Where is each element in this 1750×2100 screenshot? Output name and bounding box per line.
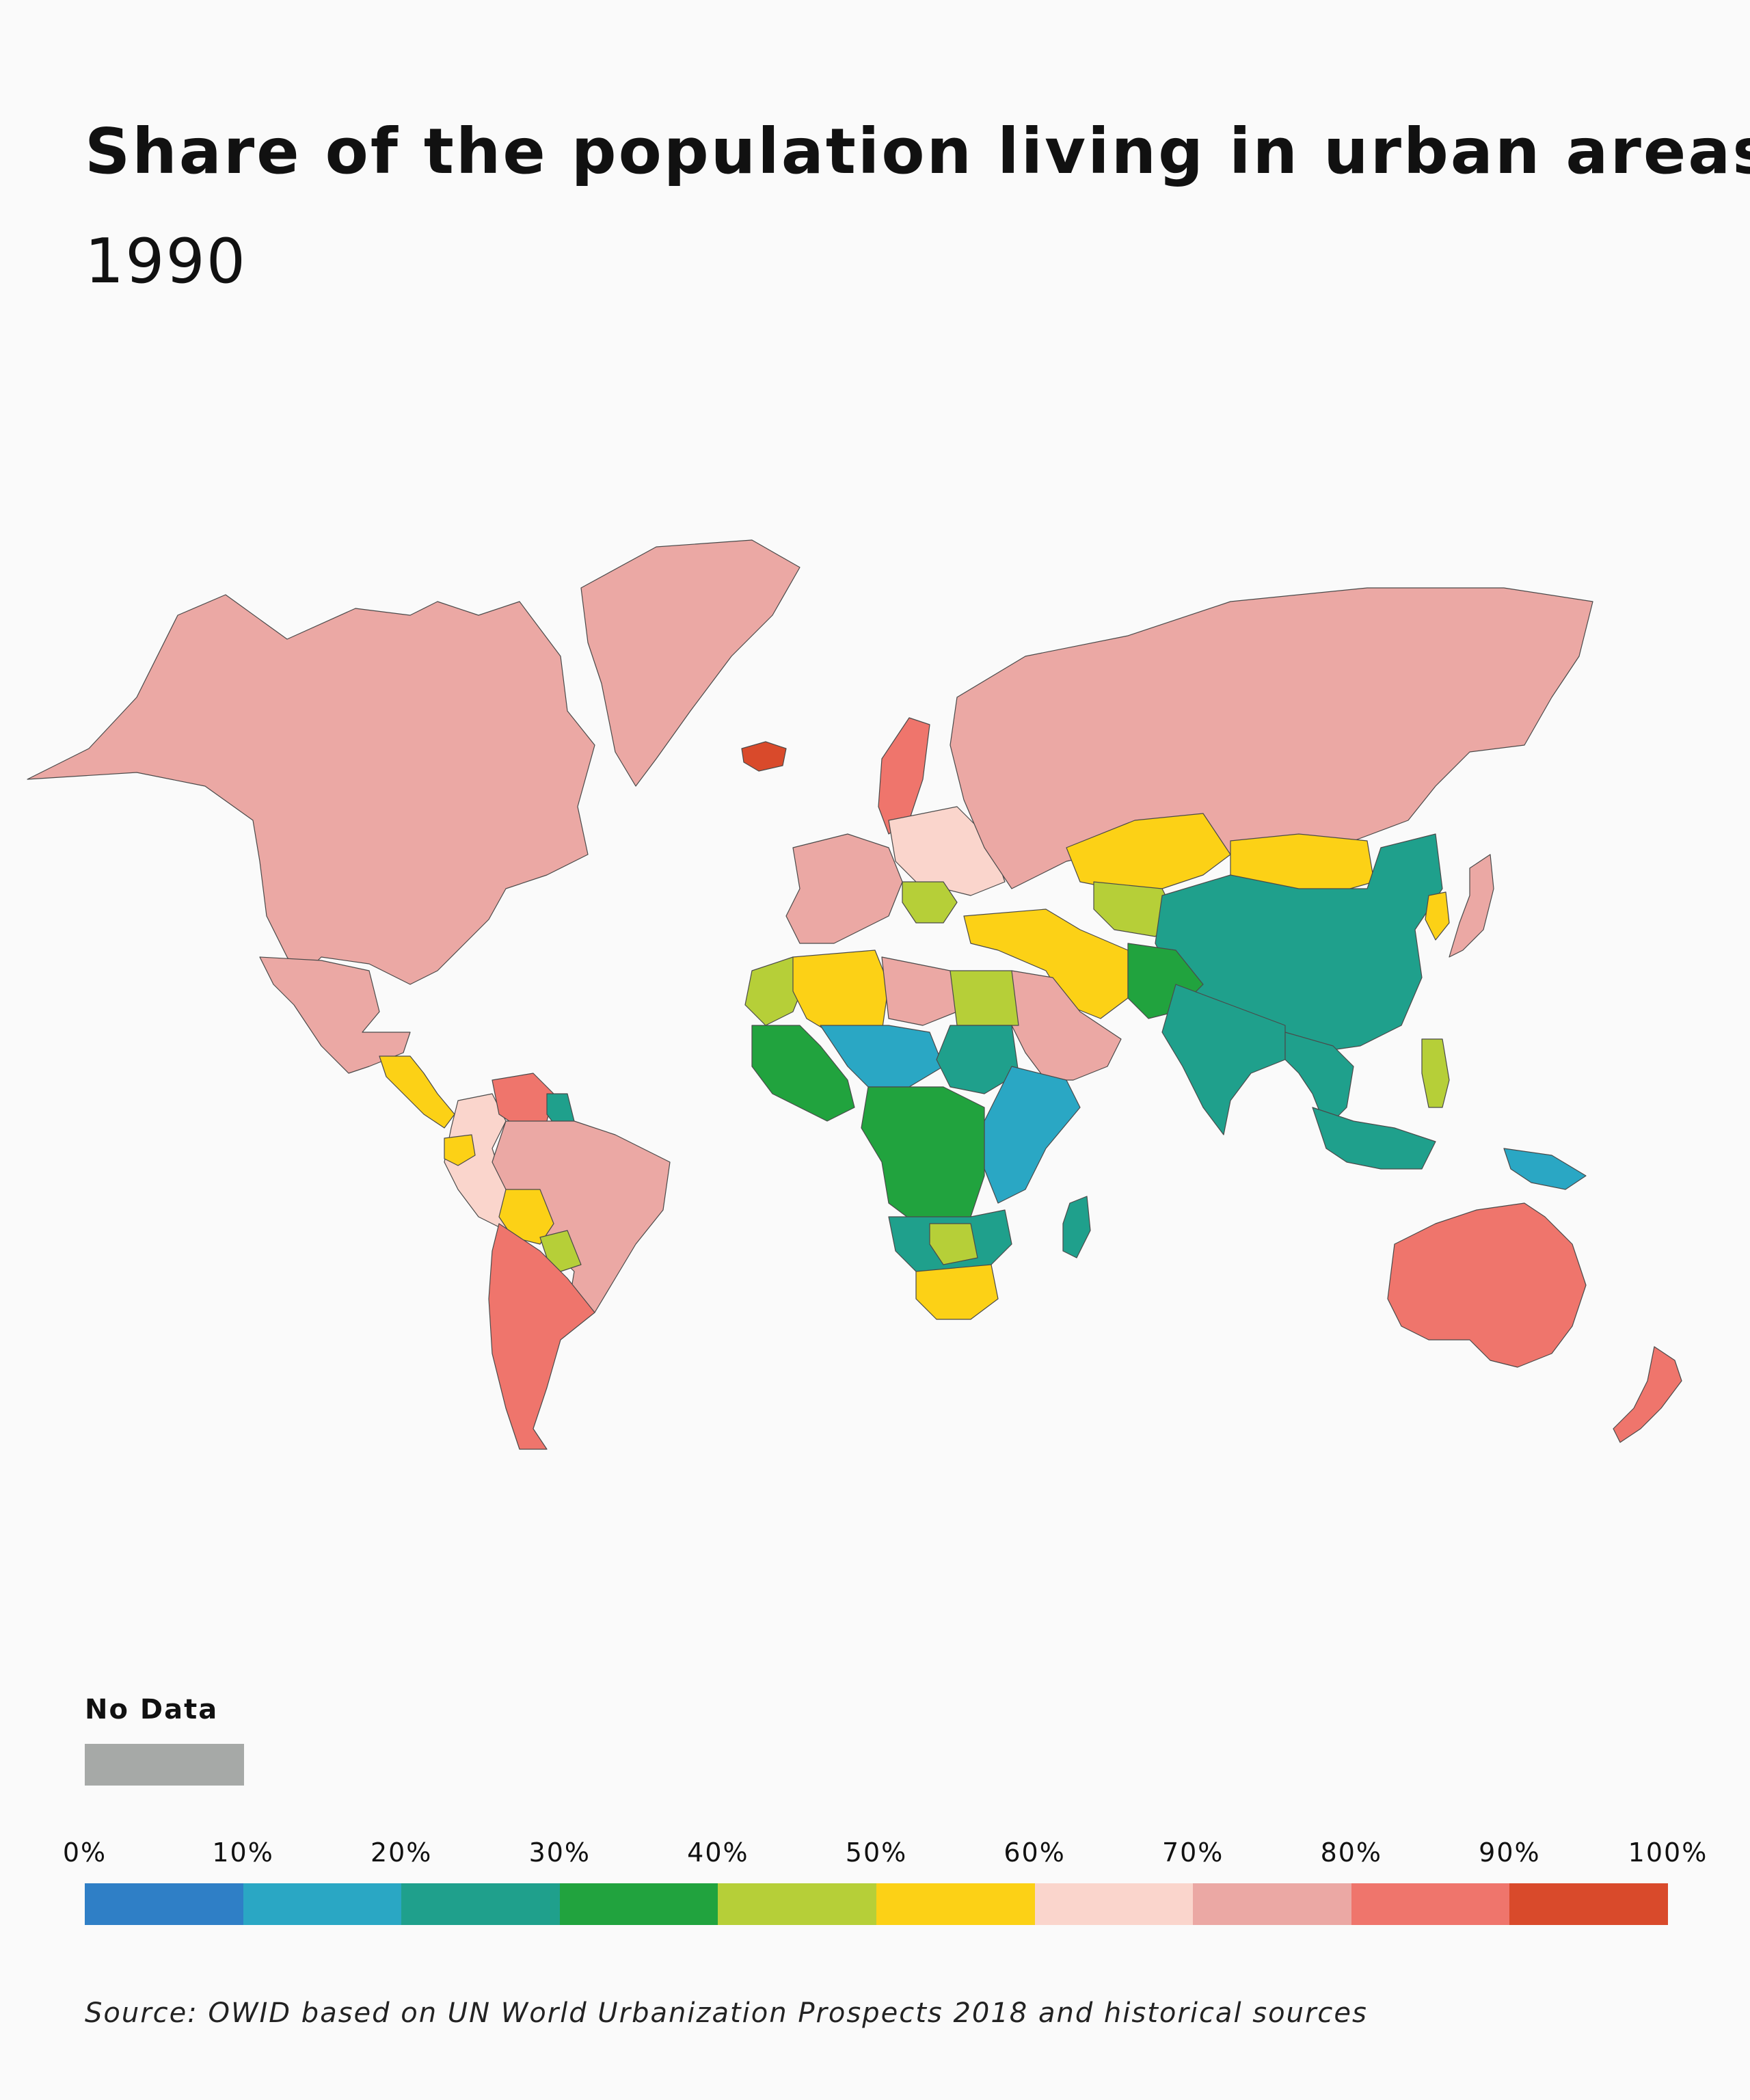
- region-bolivia[interactable]: [498, 1189, 554, 1245]
- region-sudan[interactable]: [936, 1025, 1019, 1094]
- region-greenland[interactable]: [580, 539, 800, 787]
- region-arabia[interactable]: [1004, 970, 1122, 1081]
- region-india[interactable]: [1161, 984, 1286, 1135]
- region-mexico[interactable]: [259, 956, 411, 1074]
- legend-bin-0: [85, 1883, 243, 1925]
- legend-tick-label: 60%: [1004, 1838, 1066, 1868]
- legend-bin-6: [1034, 1883, 1194, 1925]
- region-west-africa[interactable]: [751, 1025, 855, 1122]
- legend-tick-label: 50%: [845, 1838, 908, 1868]
- region-japan[interactable]: [1449, 854, 1494, 958]
- region-korea[interactable]: [1425, 891, 1450, 941]
- region-scandinavia[interactable]: [878, 717, 930, 835]
- region-ecuador[interactable]: [444, 1134, 476, 1166]
- legend-bin-8: [1351, 1883, 1510, 1925]
- region-western-europe[interactable]: [785, 833, 903, 944]
- region-turkey-iran[interactable]: [963, 908, 1129, 1019]
- legend-tick-label: 20%: [370, 1838, 433, 1868]
- region-egypt[interactable]: [950, 970, 1019, 1026]
- map-subtitle-year: 1990: [85, 226, 247, 297]
- region-central-america[interactable]: [379, 1055, 455, 1129]
- region-sahel[interactable]: [820, 1025, 944, 1088]
- region-indonesia[interactable]: [1312, 1107, 1436, 1170]
- region-eastern-europe[interactable]: [888, 806, 1006, 896]
- color-scale-legend: [85, 1883, 1668, 1925]
- region-balkans[interactable]: [902, 881, 958, 924]
- legend-tick-label: 10%: [212, 1838, 274, 1868]
- map-title: Share of the population living in urban …: [85, 115, 1750, 188]
- region-madagascar[interactable]: [1062, 1196, 1091, 1258]
- legend-tick-label: 80%: [1320, 1838, 1383, 1868]
- region-kazakhstan[interactable]: [1066, 813, 1231, 889]
- no-data-legend-label: No Data: [85, 1694, 219, 1725]
- region-central-asia[interactable]: [1093, 881, 1176, 937]
- region-iceland[interactable]: [741, 741, 787, 772]
- region-philippines[interactable]: [1421, 1038, 1450, 1108]
- legend-bin-5: [876, 1883, 1035, 1925]
- region-libya[interactable]: [881, 956, 958, 1026]
- region-north-america[interactable]: [27, 594, 595, 985]
- region-png[interactable]: [1503, 1148, 1587, 1190]
- legend-bin-1: [243, 1883, 402, 1925]
- legend-tick-label: 90%: [1479, 1838, 1541, 1868]
- region-russia[interactable]: [950, 587, 1593, 889]
- region-central-africa[interactable]: [861, 1086, 985, 1224]
- legend-bin-9: [1509, 1883, 1668, 1925]
- no-data-legend-swatch: [85, 1744, 244, 1786]
- legend-tick-label: 70%: [1161, 1838, 1224, 1868]
- region-chile-argentina[interactable]: [488, 1223, 595, 1450]
- legend-tick-label: 100%: [1628, 1838, 1708, 1868]
- legend-bin-3: [559, 1883, 718, 1925]
- legend-bin-2: [401, 1883, 560, 1925]
- legend-bin-7: [1193, 1883, 1351, 1925]
- legend-tick-label: 0%: [62, 1838, 107, 1868]
- legend-tick-label: 40%: [687, 1838, 749, 1868]
- region-new-zealand[interactable]: [1613, 1346, 1682, 1443]
- region-east-africa[interactable]: [984, 1066, 1081, 1204]
- legend-tick-label: 30%: [528, 1838, 591, 1868]
- region-australia[interactable]: [1387, 1202, 1587, 1368]
- legend-bin-4: [718, 1883, 876, 1925]
- region-botswana[interactable]: [929, 1223, 978, 1265]
- region-south-africa[interactable]: [915, 1264, 999, 1320]
- source-note: Source: OWID based on UN World Urbanizat…: [85, 1997, 1368, 2029]
